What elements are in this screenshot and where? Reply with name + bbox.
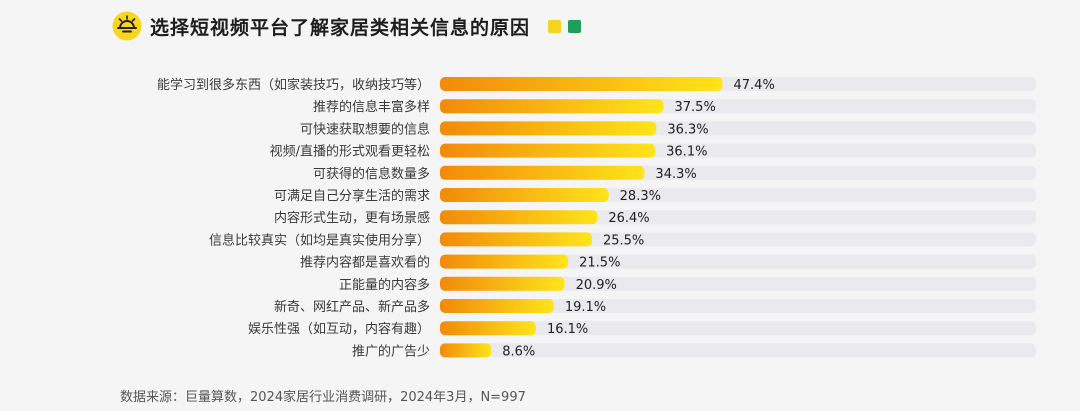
value-label: 26.4% xyxy=(608,211,649,226)
value-label: 28.3% xyxy=(620,189,661,204)
bar xyxy=(440,276,565,291)
value-label: 16.1% xyxy=(547,322,588,337)
bar xyxy=(440,99,664,114)
category-label: 娱乐性强（如互动，内容有趣） xyxy=(248,321,430,337)
value-label: 20.9% xyxy=(576,278,617,293)
category-label: 信息比较真实（如均是真实使用分享） xyxy=(209,232,430,248)
lightbulb-logo-icon xyxy=(112,11,142,41)
category-label: 可满足自己分享生活的需求 xyxy=(274,188,430,204)
bar xyxy=(440,210,598,225)
category-label: 正能量的内容多 xyxy=(339,277,430,293)
bar-track xyxy=(440,321,1036,336)
value-label: 37.5% xyxy=(675,100,716,115)
bar-track xyxy=(440,254,1036,269)
bar-track xyxy=(440,343,1036,358)
category-label: 可快速获取想要的信息 xyxy=(300,121,430,137)
bar xyxy=(440,165,645,180)
bar xyxy=(440,321,536,336)
chart-title: 选择短视频平台了解家居类相关信息的原因 xyxy=(150,16,531,39)
category-label: 内容形式生动，更有场景感 xyxy=(274,210,430,226)
value-label: 47.4% xyxy=(734,78,775,93)
yellow-legend-square xyxy=(548,19,562,33)
bar xyxy=(440,343,492,358)
bar xyxy=(440,77,723,91)
bar xyxy=(440,143,656,158)
category-label: 推荐的信息丰富多样 xyxy=(313,99,430,115)
bar xyxy=(440,299,554,313)
category-label: 能学习到很多东西（如家装技巧，收纳技巧等） xyxy=(157,77,430,93)
value-label: 8.6% xyxy=(502,344,535,359)
bar xyxy=(440,121,657,136)
bar xyxy=(440,188,609,202)
bar-track xyxy=(440,276,1036,291)
bar xyxy=(440,254,569,269)
category-label: 可获得的信息数量多 xyxy=(313,166,430,182)
category-label: 推广的广告少 xyxy=(352,343,430,359)
value-label: 34.3% xyxy=(655,167,696,182)
value-label: 21.5% xyxy=(579,256,620,271)
value-label: 25.5% xyxy=(603,233,644,248)
bars-group: 能学习到很多东西（如家装技巧，收纳技巧等） 47.4% 推荐的信息丰富多样 37.5%… xyxy=(157,77,1036,359)
value-label: 36.3% xyxy=(667,122,708,137)
green-legend-square xyxy=(568,19,582,33)
category-label: 新奇、网红产品、新产品多 xyxy=(274,299,430,315)
value-label: 36.1% xyxy=(666,145,707,160)
category-label: 视频/直播的形式观看更轻松 xyxy=(270,144,430,160)
source-note: 数据来源：巨量算数，2024家居行业消费调研，2024年3月，N=997 xyxy=(120,390,526,405)
category-label: 推荐内容都是喜欢看的 xyxy=(300,255,430,271)
chart-header: 选择短视频平台了解家居类相关信息的原因 xyxy=(112,10,582,42)
bar-track xyxy=(440,299,1036,313)
value-label: 19.1% xyxy=(565,300,606,315)
bar xyxy=(440,232,592,247)
